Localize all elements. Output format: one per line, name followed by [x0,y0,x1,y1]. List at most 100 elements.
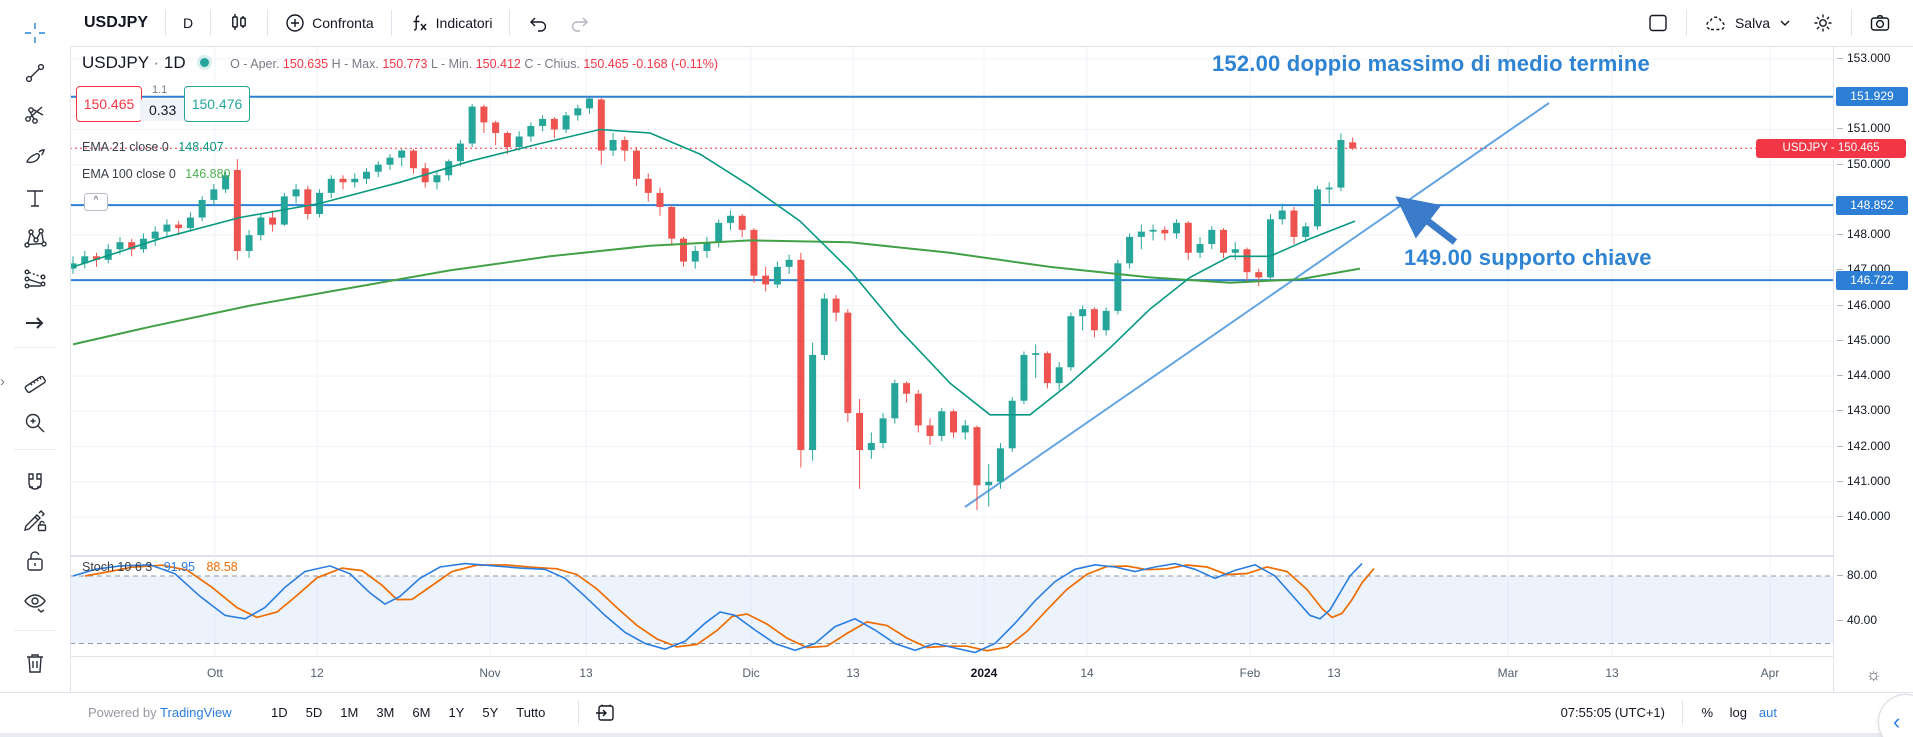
hide-drawings-button[interactable] [15,585,55,621]
fx-icon [413,15,427,31]
toolbar-divider [14,630,56,631]
last-price-tag: USDJPY - 150.465 [1756,139,1906,158]
ema100-legend-row[interactable]: EMA 100 close 0 146.880 [82,167,230,181]
drawing-mode-lock-button[interactable] [15,503,55,539]
range-button-6m[interactable]: 6M [412,705,431,720]
arrow-tool-button[interactable] [15,305,55,341]
interval-button[interactable]: D [183,15,194,31]
tradingview-link[interactable]: TradingView [160,705,232,720]
stoch-tick: 40.00 [1834,613,1913,627]
settings-button[interactable] [1802,6,1844,40]
candlestick-icon [232,14,247,30]
time-tick: Apr [1760,666,1780,680]
zoom-in-tool-button[interactable] [15,405,55,441]
trash-icon [27,654,43,673]
remove-drawings-button[interactable] [15,645,55,681]
arrow-right-icon [26,317,44,329]
stoch-legend-row[interactable]: Stoch 10 6 3 91.95 88.58 [82,560,238,574]
measure-tool-button[interactable] [15,363,55,399]
annotation-double-top[interactable]: 152.00 doppio massimo di medio termine [1212,51,1650,76]
annotation-support[interactable]: 149.00 supporto chiave [1404,245,1652,270]
time-axis[interactable]: Ott 12 Nov 13 Dic 13 2024 14 Feb 13 Mar 13 Apr [70,656,1833,693]
legend-collapse-button[interactable]: ^ [84,193,108,211]
range-button-5y[interactable]: 5Y [482,705,499,720]
pattern-tool-button[interactable] [15,220,55,256]
redo-button[interactable] [559,6,601,40]
chevron-right-icon: › [0,373,5,390]
annotation-arrow[interactable] [1395,196,1458,245]
header-divider [267,10,269,36]
ema21-line[interactable] [72,128,1356,416]
chart-canvas[interactable] [70,46,1833,656]
ema21-name: EMA 21 close 0 [82,140,169,154]
stoch-name: Stoch 10 6 3 [82,560,153,574]
axis-settings-sun-icon: ☼ [1865,664,1882,684]
layout-button[interactable] [1637,6,1679,40]
gann-fib-tool-button[interactable] [15,96,55,132]
axis-corner[interactable]: ☼ [1834,657,1913,692]
goto-date-button[interactable] [594,703,616,728]
range-button-1m[interactable]: 1M [340,705,359,720]
save-button[interactable]: Salva [1694,6,1802,40]
fibonacci-icon [25,106,44,124]
log-scale-button[interactable]: log [1729,705,1747,720]
percent-scale-button[interactable]: % [1701,705,1713,720]
legend-symbol-row[interactable]: USDJPY · 1D O - Aper. 150.635 H - Max. 1… [82,53,719,72]
symbol-search-button[interactable]: USDJPY [84,14,149,31]
price-tick: 151.000 [1834,121,1913,135]
price-tick: 140.000 [1834,509,1913,523]
toolbar-expand-handle[interactable]: › [0,368,14,396]
ema21-value: 148.407 [178,140,224,154]
lock-open-icon [27,551,43,571]
market-status-icon [200,58,210,67]
trendline-drawing[interactable] [964,102,1550,508]
header-divider [210,10,212,36]
price-tick: 153.000 [1834,51,1913,65]
projection-tool-button[interactable] [15,261,55,297]
crosshair-icon [25,23,45,43]
chevron-down-icon [1780,20,1790,26]
snapshot-button[interactable] [1859,6,1901,40]
price-tick: 150.000 [1834,157,1913,171]
zoom-in-icon [25,413,45,433]
level-price-tag: 148.852 [1836,195,1908,215]
range-button-1d[interactable]: 1D [271,705,288,720]
auto-scale-button[interactable]: aut [1758,705,1777,720]
compare-button[interactable]: Confronta [275,6,383,40]
ema100-line[interactable] [72,239,1361,346]
undo-button[interactable] [517,6,559,40]
horizontal-level-lines[interactable] [70,95,1833,282]
price-tick: 141.000 [1834,474,1913,488]
time-tick: 13 [1327,666,1341,680]
drawing-distance-label: 0.33 [140,99,186,121]
stoch-d-value: 88.58 [206,560,238,574]
brush-tool-button[interactable] [15,138,55,174]
lock-all-button[interactable] [15,543,55,579]
toolbar-divider [14,347,56,348]
crosshair-tool-button[interactable] [15,15,55,51]
price-tick: 143.000 [1834,403,1913,417]
price-label-red[interactable]: 150.465 [76,86,142,122]
chart-style-button[interactable] [218,6,260,40]
range-button-tutto[interactable]: Tutto [516,705,546,720]
time-tick: Mar [1497,666,1519,680]
stoch-pane [70,555,1833,644]
range-button-1y[interactable]: 1Y [448,705,465,720]
time-tick: 14 [1080,666,1094,680]
ema21-legend-row[interactable]: EMA 21 close 0 148.407 [82,140,224,154]
time-tick: 13 [579,666,593,680]
layout-rect-icon [1649,14,1667,32]
candles-layer [70,97,1357,510]
range-button-5d[interactable]: 5D [305,705,323,720]
xabcd-pattern-icon [24,228,47,248]
range-button-3m[interactable]: 3M [376,705,395,720]
clock[interactable]: 07:55:05 (UTC+1) [1560,705,1665,720]
price-label-teal[interactable]: 150.476 [184,86,250,122]
goto-date-icon [596,704,614,721]
text-tool-button[interactable] [15,180,55,216]
trendline-tool-button[interactable] [15,55,55,91]
magnet-mode-button[interactable] [15,465,55,501]
camera-icon [1870,15,1890,31]
indicators-button[interactable]: Indicatori [399,6,503,40]
